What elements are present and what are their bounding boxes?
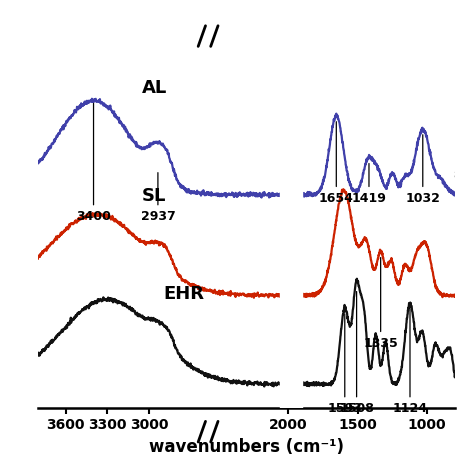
Text: 1335: 1335 xyxy=(363,257,398,350)
Text: SL: SL xyxy=(142,187,166,205)
Text: 2937: 2937 xyxy=(140,173,175,223)
Text: 1032: 1032 xyxy=(405,135,440,205)
Text: 1593: 1593 xyxy=(328,314,362,415)
X-axis label: wavenumbers (cm⁻¹): wavenumbers (cm⁻¹) xyxy=(149,438,344,456)
Text: EHR: EHR xyxy=(163,285,204,303)
Text: 8: 8 xyxy=(453,169,462,182)
Text: AL: AL xyxy=(142,79,167,97)
Text: 3400: 3400 xyxy=(76,103,111,223)
Bar xyxy=(280,0,302,449)
Text: 1419: 1419 xyxy=(352,164,386,205)
Text: 1654: 1654 xyxy=(319,122,354,205)
Text: 1124: 1124 xyxy=(392,309,428,415)
Text: 1508: 1508 xyxy=(339,292,374,415)
